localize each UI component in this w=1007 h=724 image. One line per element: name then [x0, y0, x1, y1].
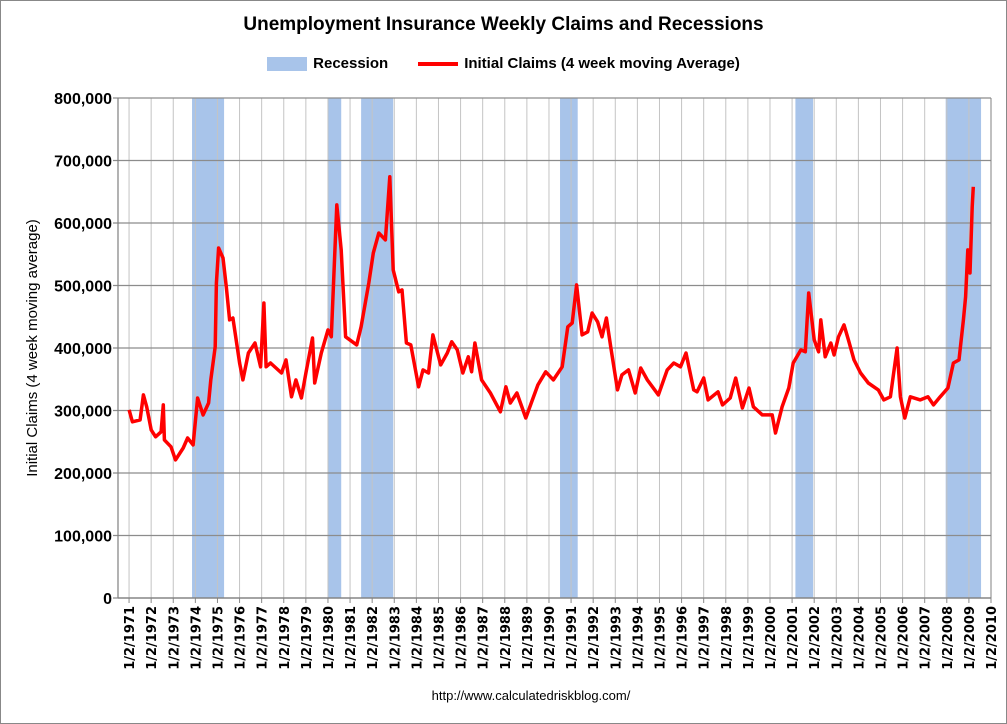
- x-tick-label: 1/2/1997: [698, 606, 713, 670]
- x-tick-label: 1/2/2010: [985, 606, 1000, 670]
- x-tick-label: 1/2/1984: [410, 606, 425, 670]
- x-tick-label: 1/2/1975: [211, 606, 226, 670]
- x-tick-label: 1/2/1998: [720, 606, 735, 670]
- x-tick-label: 1/2/1996: [676, 606, 691, 670]
- y-tick-label: 800,000: [54, 91, 112, 108]
- x-tick-label: 1/2/1991: [565, 606, 580, 670]
- x-tick-label: 1/2/1987: [477, 606, 492, 670]
- x-tick-label: 1/2/1992: [587, 606, 602, 670]
- x-tick-label: 1/2/2007: [919, 606, 934, 670]
- x-tick-label: 1/2/1980: [322, 606, 337, 670]
- x-tick-label: 1/2/2003: [830, 606, 845, 670]
- x-tick-label: 1/2/1981: [344, 606, 359, 670]
- x-tick-label: 1/2/2008: [941, 606, 956, 670]
- x-tick-label: 1/2/1972: [145, 606, 160, 670]
- x-tick-label: 1/2/1973: [167, 606, 182, 670]
- y-tick-label: 100,000: [54, 529, 112, 546]
- x-tick-label: 1/2/1999: [742, 606, 757, 670]
- y-tick-label: 400,000: [54, 341, 112, 358]
- x-tick-label: 1/2/1976: [234, 606, 249, 670]
- x-tick-label: 1/2/1986: [455, 606, 470, 670]
- y-axis-title: Initial Claims (4 week moving average): [24, 219, 41, 477]
- x-tick-label: 1/2/1995: [653, 606, 668, 670]
- x-tick-label: 1/2/1974: [189, 606, 204, 670]
- x-tick-label: 1/2/1988: [499, 606, 514, 670]
- legend-item-initial-claims: Initial Claims (4 week moving Average): [418, 55, 740, 72]
- x-tick-label: 1/2/1993: [609, 606, 624, 670]
- legend-label-initial-claims: Initial Claims (4 week moving Average): [464, 55, 740, 72]
- y-tick-label: 600,000: [54, 216, 112, 233]
- x-tick-label: 1/2/1977: [256, 606, 271, 670]
- x-tick-label: 1/2/1990: [543, 606, 558, 670]
- y-tick-label: 700,000: [54, 154, 112, 171]
- x-tick-label: 1/2/2006: [897, 606, 912, 670]
- legend-label-recession: Recession: [313, 55, 389, 72]
- source-url: http://www.calculatedriskblog.com/: [431, 688, 631, 703]
- x-tick-label: 1/2/2005: [874, 606, 889, 670]
- legend-swatch-initial-claims: [418, 61, 459, 66]
- x-tick-label: 1/2/1983: [388, 606, 403, 670]
- y-tick-label: 300,000: [54, 404, 112, 421]
- legend-swatch-recession: [267, 56, 308, 71]
- x-tick-label: 1/2/2002: [808, 606, 823, 670]
- x-tick-label: 1/2/1982: [366, 606, 381, 670]
- x-tick-label: 1/2/2001: [786, 606, 801, 670]
- legend-item-recession: Recession: [267, 55, 388, 72]
- x-tick-label: 1/2/1989: [521, 606, 536, 670]
- x-tick-label: 1/2/2009: [963, 606, 978, 670]
- x-tick-label: 1/2/1994: [631, 606, 646, 670]
- series-line-initial-claims: [127, 175, 976, 462]
- legend: Recession Initial Claims (4 week moving …: [0, 55, 1007, 72]
- x-tick-label: 1/2/2000: [764, 606, 779, 670]
- x-tick-label: 1/2/1979: [300, 606, 315, 670]
- x-tick-label: 1/2/1971: [123, 606, 138, 670]
- x-tick-label: 1/2/1978: [278, 606, 293, 670]
- x-tick-label: 1/2/2004: [852, 606, 867, 670]
- x-tick-label: 1/2/1985: [432, 606, 447, 670]
- y-tick-label: 200,000: [54, 466, 112, 483]
- y-tick-label: 0: [103, 591, 112, 608]
- y-tick-label: 500,000: [54, 279, 112, 296]
- chart-title: Unemployment Insurance Weekly Claims and…: [243, 14, 764, 35]
